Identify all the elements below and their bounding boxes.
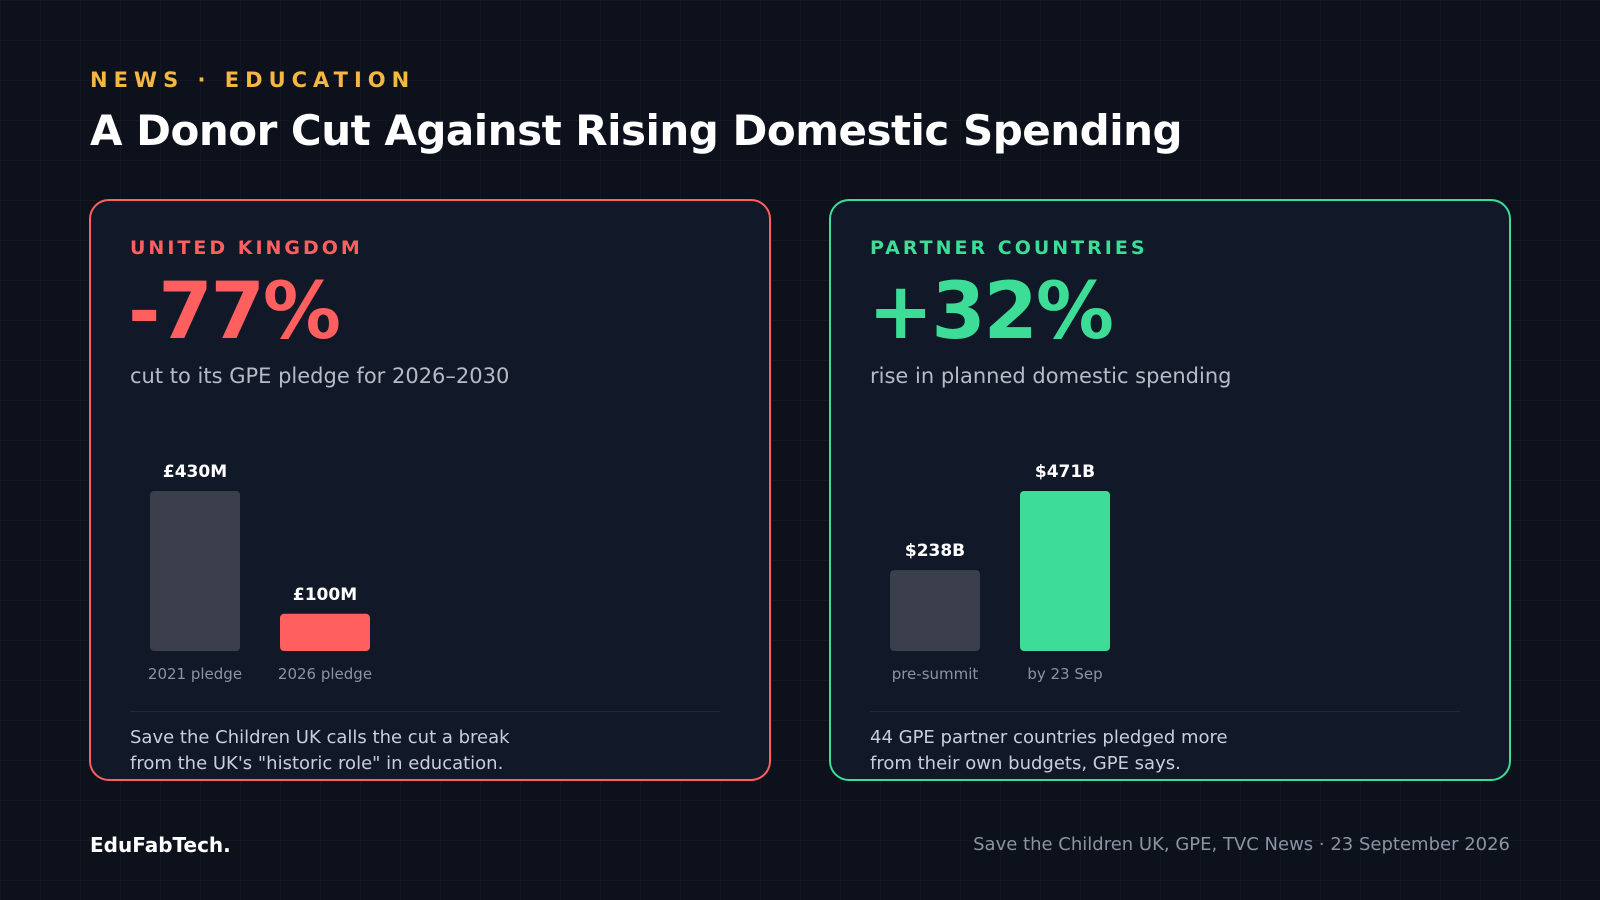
partner-countries-card: PARTNER COUNTRIES +32% rise in planned d…: [829, 199, 1511, 781]
divider: [870, 711, 1460, 712]
card-note: 44 GPE partner countries pledged more fr…: [870, 725, 1470, 777]
bar-category-label: 2021 pledge: [148, 665, 242, 683]
card-label: UNITED KINGDOM: [130, 237, 363, 259]
bar-category-label: pre-summit: [892, 665, 979, 683]
domestic-spending-bar-chart: $238B pre-summit $471B by 23 Sep: [890, 462, 1110, 683]
bar-value-label: $471B: [1035, 462, 1095, 482]
bar-category-label: by 23 Sep: [1027, 665, 1102, 683]
bar-by-23-sep: [1020, 491, 1110, 651]
stat-caption: cut to its GPE pledge for 2026–2030: [130, 364, 510, 388]
bar-2026-pledge: [280, 613, 370, 651]
card-label: PARTNER COUNTRIES: [870, 237, 1148, 259]
brand-logo-text: EduFabTech.: [90, 833, 231, 857]
note-line: Save the Children UK calls the cut a bre…: [130, 727, 510, 748]
note-line: 44 GPE partner countries pledged more: [870, 727, 1228, 748]
bar-value-label: £100M: [293, 585, 357, 605]
page-title: A Donor Cut Against Rising Domestic Spen…: [90, 106, 1183, 155]
card-note: Save the Children UK calls the cut a bre…: [130, 725, 730, 777]
headline-stat: -77%: [128, 267, 341, 357]
source-credit: Save the Children UK, GPE, TVC News · 23…: [973, 834, 1510, 855]
bar-2021-pledge: [150, 491, 240, 651]
bar-pre-summit: [890, 570, 980, 651]
uk-pledge-bar-chart: £430M 2021 pledge £100M 2026 pledge: [148, 462, 372, 683]
stat-caption: rise in planned domestic spending: [870, 364, 1232, 388]
uk-card: UNITED KINGDOM -77% cut to its GPE pledg…: [89, 199, 771, 781]
section-kicker: NEWS · EDUCATION: [90, 68, 416, 92]
bar-value-label: £430M: [163, 462, 227, 482]
headline-stat: +32%: [868, 267, 1114, 357]
note-line: from their own budgets, GPE says.: [870, 753, 1181, 774]
bar-category-label: 2026 pledge: [278, 665, 372, 683]
note-line: from the UK's "historic role" in educati…: [130, 753, 504, 774]
divider: [130, 711, 720, 712]
bar-value-label: $238B: [905, 541, 965, 561]
